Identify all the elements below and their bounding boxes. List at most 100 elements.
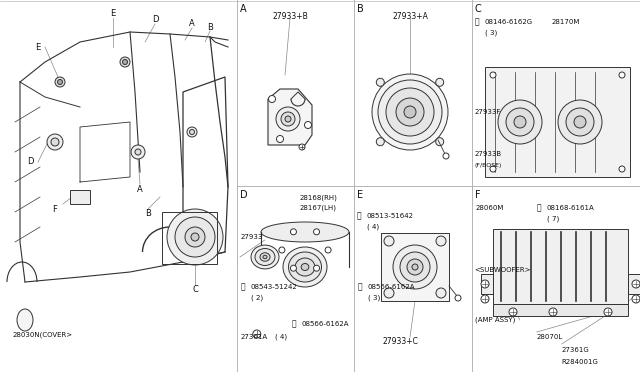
Text: Ⓢ: Ⓢ — [537, 203, 541, 212]
Circle shape — [253, 330, 261, 338]
Text: D: D — [27, 157, 33, 167]
Circle shape — [191, 233, 199, 241]
Bar — [485, 67, 630, 177]
Circle shape — [436, 138, 444, 146]
Text: 28167(LH): 28167(LH) — [300, 205, 337, 211]
Ellipse shape — [301, 263, 309, 270]
Circle shape — [131, 145, 145, 159]
Circle shape — [632, 280, 640, 288]
Text: F: F — [475, 190, 480, 200]
Circle shape — [376, 138, 384, 146]
Circle shape — [276, 107, 300, 131]
Circle shape — [509, 308, 517, 316]
Text: Ⓢ: Ⓢ — [358, 282, 362, 292]
Circle shape — [558, 100, 602, 144]
Text: 27933+A: 27933+A — [392, 12, 428, 21]
Ellipse shape — [263, 255, 267, 259]
Circle shape — [632, 295, 640, 303]
Circle shape — [443, 153, 449, 159]
Circle shape — [372, 74, 448, 150]
Text: 27361A: 27361A — [241, 334, 268, 340]
Circle shape — [305, 122, 312, 128]
Circle shape — [549, 308, 557, 316]
Bar — [628, 274, 640, 294]
Text: 28170M: 28170M — [552, 19, 580, 25]
Circle shape — [276, 135, 284, 142]
Text: 28030N(COVER>: 28030N(COVER> — [13, 332, 73, 338]
Circle shape — [187, 127, 197, 137]
Circle shape — [384, 236, 394, 246]
Text: 27361G: 27361G — [562, 347, 589, 353]
Circle shape — [404, 106, 416, 118]
Circle shape — [386, 88, 434, 136]
Circle shape — [498, 100, 542, 144]
Text: ( 2): ( 2) — [251, 295, 263, 301]
Circle shape — [135, 149, 141, 155]
Circle shape — [291, 265, 296, 271]
Text: (F/BOSE): (F/BOSE) — [475, 163, 502, 167]
Ellipse shape — [17, 309, 33, 331]
Circle shape — [490, 166, 496, 172]
Ellipse shape — [289, 252, 321, 282]
Circle shape — [396, 98, 424, 126]
Circle shape — [47, 134, 63, 150]
Text: R284001G: R284001G — [562, 359, 598, 365]
Text: B: B — [207, 22, 213, 32]
Text: B: B — [145, 209, 151, 218]
Text: Ⓢ: Ⓢ — [475, 17, 479, 26]
Text: ( 3): ( 3) — [368, 295, 380, 301]
Ellipse shape — [260, 253, 270, 261]
Circle shape — [574, 116, 586, 128]
Text: ( 4): ( 4) — [275, 334, 287, 340]
Circle shape — [314, 265, 319, 271]
Circle shape — [506, 108, 534, 136]
Text: C: C — [475, 4, 481, 14]
Bar — [493, 229, 628, 304]
Circle shape — [481, 280, 489, 288]
Circle shape — [604, 308, 612, 316]
Text: F: F — [52, 205, 58, 214]
Ellipse shape — [283, 247, 327, 287]
Circle shape — [189, 129, 195, 135]
Bar — [493, 304, 628, 316]
Text: (AMP ASSY): (AMP ASSY) — [475, 317, 515, 323]
Circle shape — [285, 116, 291, 122]
Circle shape — [55, 77, 65, 87]
Circle shape — [291, 229, 296, 235]
Circle shape — [314, 229, 319, 235]
Text: D: D — [240, 190, 248, 200]
Text: ( 3): ( 3) — [484, 30, 497, 36]
Text: 08146-6162G: 08146-6162G — [484, 19, 533, 25]
Text: 08543-51242: 08543-51242 — [251, 284, 298, 290]
Circle shape — [269, 96, 275, 103]
Circle shape — [384, 288, 394, 298]
Circle shape — [436, 288, 446, 298]
Text: A: A — [189, 19, 195, 29]
Circle shape — [185, 227, 205, 247]
Text: 08566-6162A: 08566-6162A — [368, 284, 415, 290]
Text: <SUBWOOFER>: <SUBWOOFER> — [475, 267, 531, 273]
Circle shape — [400, 252, 430, 282]
Circle shape — [436, 78, 444, 86]
Text: 08566-6162A: 08566-6162A — [302, 321, 349, 327]
Text: 27933: 27933 — [241, 234, 263, 240]
Bar — [481, 274, 493, 294]
Text: 27933F: 27933F — [475, 109, 501, 115]
Text: A: A — [240, 4, 246, 14]
Text: 08513-51642: 08513-51642 — [367, 213, 414, 219]
Text: Ⓢ: Ⓢ — [241, 282, 245, 292]
Text: 27933+B: 27933+B — [272, 12, 308, 21]
Circle shape — [378, 80, 442, 144]
Ellipse shape — [261, 222, 349, 242]
Text: ( 7): ( 7) — [547, 216, 559, 222]
Circle shape — [514, 116, 526, 128]
Circle shape — [393, 245, 437, 289]
Ellipse shape — [295, 258, 315, 276]
Circle shape — [436, 236, 446, 246]
Text: E: E — [357, 190, 363, 200]
Ellipse shape — [251, 245, 279, 269]
Text: E: E — [110, 10, 116, 19]
Circle shape — [281, 112, 295, 126]
Circle shape — [481, 295, 489, 303]
Circle shape — [619, 72, 625, 78]
